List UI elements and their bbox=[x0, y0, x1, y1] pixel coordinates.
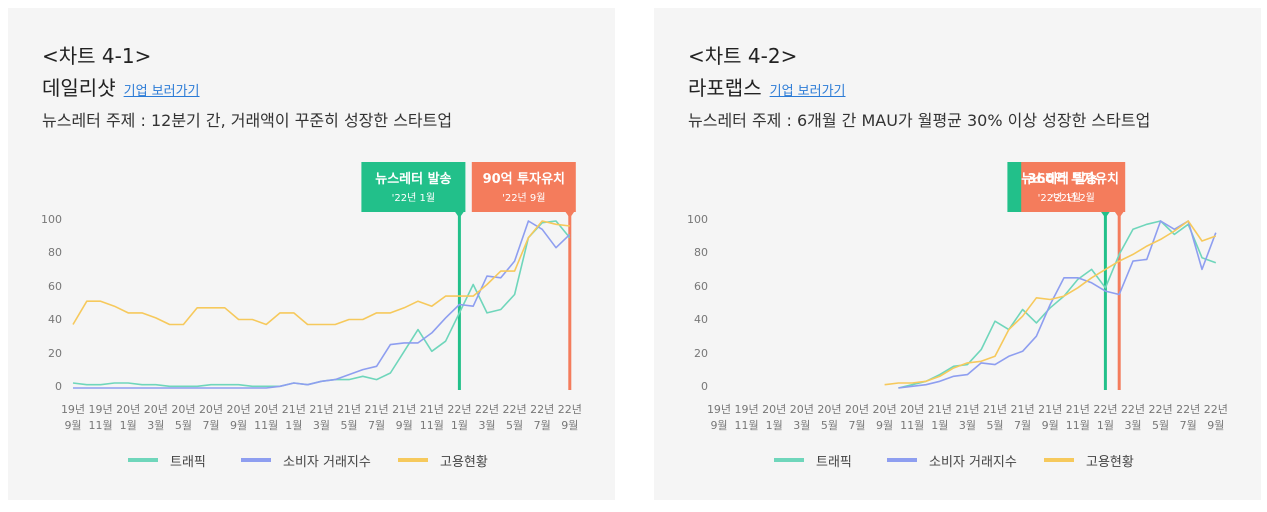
company-row: 데일리샷 기업 보러가기 bbox=[42, 72, 200, 101]
subtitle: 뉴스레터 주제 : 12분기 간, 거래액이 꾸준히 성장한 스타트업 bbox=[42, 111, 453, 130]
x-tick-label: 21년 7월 bbox=[1010, 403, 1035, 432]
x-tick-label: 21년 3월 bbox=[955, 403, 980, 432]
annotation-pointer bbox=[564, 211, 575, 218]
y-tick-label: 20 bbox=[48, 346, 62, 360]
x-tick-label: 21년 7월 bbox=[364, 403, 389, 432]
x-tick-label: 20년 5월 bbox=[171, 403, 196, 432]
y-tick-label: 100 bbox=[41, 213, 62, 226]
x-tick-label: 21년 1월 bbox=[927, 403, 952, 432]
annotation-pointer bbox=[1100, 211, 1111, 218]
x-tick-label: 21년 9월 bbox=[392, 403, 417, 432]
y-tick-label: 20 bbox=[694, 346, 708, 360]
annotation-box bbox=[471, 162, 576, 212]
x-tick-label: 20년 11월 bbox=[254, 403, 279, 432]
x-tick-label: 20년 3월 bbox=[789, 403, 814, 432]
legend-label: 트래픽 bbox=[170, 455, 206, 470]
annotation-text: 90억 투자유치 bbox=[482, 172, 565, 187]
x-tick-label: 20년 11월 bbox=[900, 403, 925, 432]
x-tick-label: 22년 7월 bbox=[530, 403, 555, 432]
y-tick-label: 0 bbox=[55, 380, 62, 393]
series-line bbox=[72, 220, 570, 326]
legend-label: 소비자 거래지수 bbox=[929, 455, 1017, 470]
x-tick-label: 20년 9월 bbox=[226, 403, 251, 432]
series-line bbox=[72, 220, 571, 388]
x-tick-label: 21년 9월 bbox=[1038, 403, 1063, 432]
annotation-date: '22년 1월 bbox=[391, 193, 436, 204]
series-line bbox=[884, 220, 1217, 386]
x-tick-label: 20년 7월 bbox=[198, 403, 224, 432]
chart-label: <차트 4-2> bbox=[688, 44, 798, 68]
annotation-text: 뉴스레터 발송 bbox=[1021, 172, 1098, 187]
series-line bbox=[898, 220, 1217, 389]
x-tick-label: 19년 9월 bbox=[706, 403, 732, 432]
series-line bbox=[73, 220, 571, 389]
legend-label: 소비자 거래지수 bbox=[283, 455, 371, 470]
chart bbox=[72, 162, 576, 462]
annotation-box bbox=[1021, 162, 1126, 212]
x-tick-label: 21년 3월 bbox=[309, 403, 334, 432]
x-tick-label: 20년 3월 bbox=[143, 403, 168, 432]
x-tick-label: 20년 5월 bbox=[817, 403, 842, 432]
x-tick-label: 22년 1월 bbox=[1093, 403, 1118, 432]
x-tick-label: 19년 11월 bbox=[88, 403, 113, 432]
annotation-date: '22년 1월 bbox=[1037, 193, 1082, 204]
series-line bbox=[898, 220, 1217, 389]
company-link[interactable]: 기업 보러가기 bbox=[123, 84, 200, 99]
x-tick-label: 22년 5월 bbox=[502, 403, 527, 432]
annotation-date: '22년 9월 bbox=[502, 193, 546, 204]
annotation-text: 뉴스레터 발송 bbox=[375, 172, 452, 187]
legend-label: 트래픽 bbox=[816, 455, 852, 470]
company-name: 라포랩스 bbox=[688, 76, 762, 100]
x-tick-label: 22년 5월 bbox=[1148, 403, 1173, 432]
x-tick-label: 19년 11월 bbox=[734, 403, 759, 432]
y-tick-label: 60 bbox=[694, 279, 708, 293]
x-tick-label: 22년 9월 bbox=[557, 403, 582, 432]
y-tick-label: 40 bbox=[694, 313, 708, 327]
company-row: 라포랩스 기업 보러가기 bbox=[688, 72, 846, 101]
x-tick-label: 20년 7월 bbox=[844, 403, 870, 432]
x-tick-label: 22년 3월 bbox=[1120, 403, 1146, 432]
legend-label: 고용현황 bbox=[440, 455, 488, 470]
annotation-pointer bbox=[454, 211, 465, 218]
company-link[interactable]: 기업 보러가기 bbox=[769, 84, 846, 99]
x-tick-label: 21년 11월 bbox=[419, 403, 444, 432]
chart-label: <차트 4-1> bbox=[42, 44, 152, 68]
x-tick-label: 20년 1월 bbox=[762, 403, 787, 432]
annotation-pointer bbox=[1114, 211, 1125, 218]
x-tick-label: 21년 5월 bbox=[336, 403, 362, 432]
chart bbox=[774, 162, 1217, 462]
y-tick-label: 80 bbox=[48, 246, 62, 260]
company-name: 데일리샷 bbox=[42, 76, 116, 100]
x-tick-label: 22년 3월 bbox=[474, 403, 500, 432]
x-tick-label: 22년 7월 bbox=[1176, 403, 1201, 432]
annotation-text: 360억 투자유치 bbox=[1027, 172, 1119, 187]
legend-label: 고용현황 bbox=[1086, 455, 1134, 470]
x-tick-label: 21년 5월 bbox=[982, 403, 1008, 432]
x-tick-label: 20년 1월 bbox=[116, 403, 141, 432]
x-tick-label: 21년 1월 bbox=[281, 403, 306, 432]
x-tick-label: 22년 9월 bbox=[1203, 403, 1228, 432]
subtitle: 뉴스레터 주제 : 6개월 간 MAU가 월평균 30% 이상 성장한 스타트업 bbox=[688, 111, 1151, 130]
x-tick-label: 20년 9월 bbox=[872, 403, 897, 432]
annotation-date: '22년 2월 bbox=[1051, 193, 1095, 204]
x-tick-label: 21년 11월 bbox=[1065, 403, 1090, 432]
annotation-box bbox=[361, 162, 466, 212]
x-tick-label: 22년 1월 bbox=[447, 403, 472, 432]
y-tick-label: 80 bbox=[694, 246, 708, 260]
x-tick-label: 19년 9월 bbox=[60, 403, 86, 432]
y-tick-label: 60 bbox=[48, 279, 62, 293]
y-tick-label: 0 bbox=[701, 380, 708, 393]
y-tick-label: 100 bbox=[687, 213, 708, 226]
y-tick-label: 40 bbox=[48, 313, 62, 327]
